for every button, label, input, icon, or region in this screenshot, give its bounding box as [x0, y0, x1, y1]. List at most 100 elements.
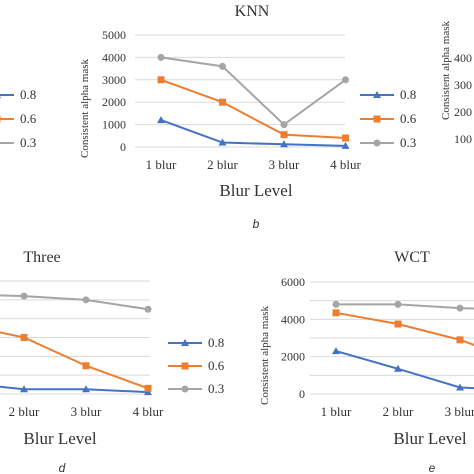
series-line-0.6	[335, 311, 474, 346]
data-point-0.6	[82, 362, 90, 370]
x-tick-labels-knn: 1 blur 2 blur 3 blur 4 blur	[146, 157, 362, 172]
data-point-0.6	[20, 334, 28, 341]
data-point-0.3	[144, 305, 152, 313]
data-point-0.8	[157, 116, 165, 124]
y-tick-label: 2000	[102, 95, 126, 109]
y-tick-label: 100	[454, 132, 472, 146]
x-tick-label: 3 blur	[445, 404, 474, 419]
data-point-0.6	[342, 134, 349, 142]
x-tick-label: 1 blur	[146, 157, 177, 172]
data-point-0.3	[394, 300, 402, 308]
data-point-0.8	[456, 383, 464, 391]
panel-letter-b: b	[253, 217, 260, 231]
legend-knn: 0.8 0.6 0.3	[360, 87, 417, 150]
y-tick-label: 200	[454, 105, 472, 119]
data-point-0.8	[394, 364, 402, 372]
y-tick-labels-c: 400 300 200 100	[454, 51, 472, 146]
data-point-0.8	[218, 138, 227, 146]
chart-panel-knn: KNN Consistent alpha mask 0 1000 2000 3000 4…	[79, 3, 417, 231]
y-axis-label-wct: Consistent alpha mask	[259, 306, 271, 405]
data-point-0.3	[280, 121, 288, 129]
y-tick-label: 3000	[102, 73, 126, 87]
data-point-0.6	[280, 131, 288, 139]
y-tick-label: 300	[454, 78, 472, 92]
x-tick-label: 4 blur	[330, 157, 361, 172]
series-line-0.3	[336, 303, 474, 310]
y-tick-label: 1000	[102, 118, 126, 132]
data-point-0.8	[332, 347, 340, 355]
chart-panel-wct: WCT Consistent alpha mask 0200040006000 …	[259, 249, 474, 474]
x-tick-label: 2 blur	[383, 404, 414, 419]
data-point-0.6	[332, 309, 340, 317]
legend-b-marker-0.6	[373, 115, 381, 123]
y-tick-label: 400	[454, 51, 472, 65]
legend-a-marker-0.3	[0, 141, 1, 145]
y-tick-label: 0	[299, 387, 305, 401]
series-line-0.8	[335, 350, 474, 390]
legend-a-label-0.8: 0.8	[20, 87, 36, 102]
data-point-0.6	[157, 76, 165, 84]
data-point-0.8	[20, 385, 28, 393]
y-tick-label: 4000	[281, 312, 305, 326]
legend-b-marker-0.8	[373, 91, 381, 98]
legend-d-label-0.6: 0.6	[208, 358, 225, 373]
legend-b-label-0.6: 0.6	[400, 111, 417, 126]
x-axis-label-wct: Blur Level	[393, 429, 466, 448]
x-tick-label: 4 blur	[133, 404, 164, 419]
series-line-0.8	[0, 385, 149, 394]
x-tick-label: 1 blur	[321, 404, 352, 419]
data-point-0.6	[144, 384, 152, 392]
legend-d-marker-0.6	[181, 362, 189, 370]
chart-title-knn: KNN	[235, 3, 270, 20]
data-point-0.3	[456, 304, 464, 312]
legend-a-marker-0.6	[0, 115, 1, 123]
data-point-0.6	[219, 98, 226, 106]
series-line-0.3	[0, 294, 149, 311]
x-tick-label: 3 blur	[269, 157, 300, 172]
y-axis-label-knn: Consistent alpha mask	[79, 59, 91, 158]
data-point-0.6	[394, 320, 402, 328]
series-line-0.6	[160, 78, 346, 140]
y-axis-label-c: Consistent alpha mask	[440, 21, 452, 120]
data-point-0.3	[157, 53, 165, 61]
chart-panel-c: Consistent alpha mask 400 300 200 100	[440, 21, 472, 146]
series-line-0.3	[160, 56, 347, 126]
panel-letter-d: d	[59, 461, 66, 474]
gridlines-wct	[310, 281, 474, 395]
chart-title-wct: WCT	[394, 249, 430, 266]
series-lines-wct	[332, 300, 474, 391]
legend-a-label-0.6: 0.6	[20, 111, 37, 126]
y-tick-label: 2000	[281, 350, 305, 364]
legend-a-label-0.3: 0.3	[20, 135, 36, 150]
data-point-0.8	[280, 140, 288, 148]
x-axis-label-three: Blur Level	[23, 429, 96, 448]
chart-title-three: Three	[23, 249, 60, 266]
y-tick-label: 4000	[102, 50, 126, 64]
legend-d-label-0.3: 0.3	[208, 381, 224, 396]
series-line-0.6	[0, 331, 149, 390]
legend-d-marker-0.3	[181, 385, 189, 393]
legend-b-label-0.8: 0.8	[400, 87, 416, 102]
x-tick-label: 2 blur	[207, 157, 238, 172]
y-tick-labels-wct: 0 2000 4000 6000	[281, 275, 305, 401]
legend-d-marker-0.8	[181, 339, 189, 346]
data-point-0.6	[456, 336, 464, 344]
panel-letter-e: e	[429, 461, 436, 474]
y-tick-labels-knn: 0 1000 2000 3000 4000 5000	[102, 28, 126, 154]
x-axis-label-knn: Blur Level	[219, 181, 292, 200]
legend-three: 0.8 0.6 0.3	[168, 335, 225, 396]
gridlines-knn	[135, 34, 345, 148]
data-point-0.3	[82, 296, 90, 304]
data-point-0.8	[82, 385, 90, 393]
legend-d-label-0.8: 0.8	[208, 335, 224, 350]
legend-b-label-0.3: 0.3	[400, 135, 416, 150]
x-tick-label: 3 blur	[71, 404, 102, 419]
legend-a-marker-0.8	[0, 96, 1, 98]
y-tick-label: 6000	[281, 275, 305, 289]
data-point-0.3	[219, 62, 226, 70]
y-tick-label: 5000	[102, 28, 126, 42]
